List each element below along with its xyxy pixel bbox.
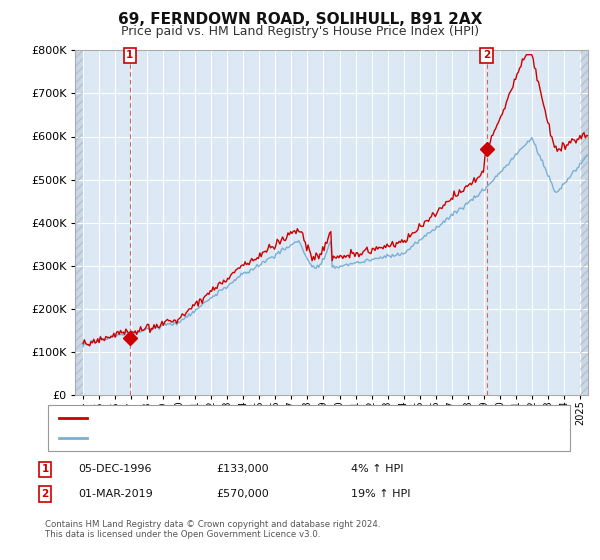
Bar xyxy=(75,50,83,395)
Text: 01-MAR-2019: 01-MAR-2019 xyxy=(78,489,153,499)
Text: 2: 2 xyxy=(483,50,490,60)
Text: £133,000: £133,000 xyxy=(216,464,269,474)
Text: 2: 2 xyxy=(41,489,49,499)
Text: 69, FERNDOWN ROAD, SOLIHULL, B91 2AX: 69, FERNDOWN ROAD, SOLIHULL, B91 2AX xyxy=(118,12,482,27)
Bar xyxy=(75,50,83,395)
Text: 19% ↑ HPI: 19% ↑ HPI xyxy=(351,489,410,499)
Text: Price paid vs. HM Land Registry's House Price Index (HPI): Price paid vs. HM Land Registry's House … xyxy=(121,25,479,38)
Bar xyxy=(580,50,588,395)
Text: 69, FERNDOWN ROAD, SOLIHULL, B91 2AX (detached house): 69, FERNDOWN ROAD, SOLIHULL, B91 2AX (de… xyxy=(94,413,412,423)
Bar xyxy=(580,50,588,395)
Text: 4% ↑ HPI: 4% ↑ HPI xyxy=(351,464,404,474)
Text: 05-DEC-1996: 05-DEC-1996 xyxy=(78,464,151,474)
Text: Contains HM Land Registry data © Crown copyright and database right 2024.
This d: Contains HM Land Registry data © Crown c… xyxy=(45,520,380,539)
Text: HPI: Average price, detached house, Solihull: HPI: Average price, detached house, Soli… xyxy=(94,433,325,443)
Text: 1: 1 xyxy=(41,464,49,474)
Text: £570,000: £570,000 xyxy=(216,489,269,499)
Text: 1: 1 xyxy=(126,50,133,60)
